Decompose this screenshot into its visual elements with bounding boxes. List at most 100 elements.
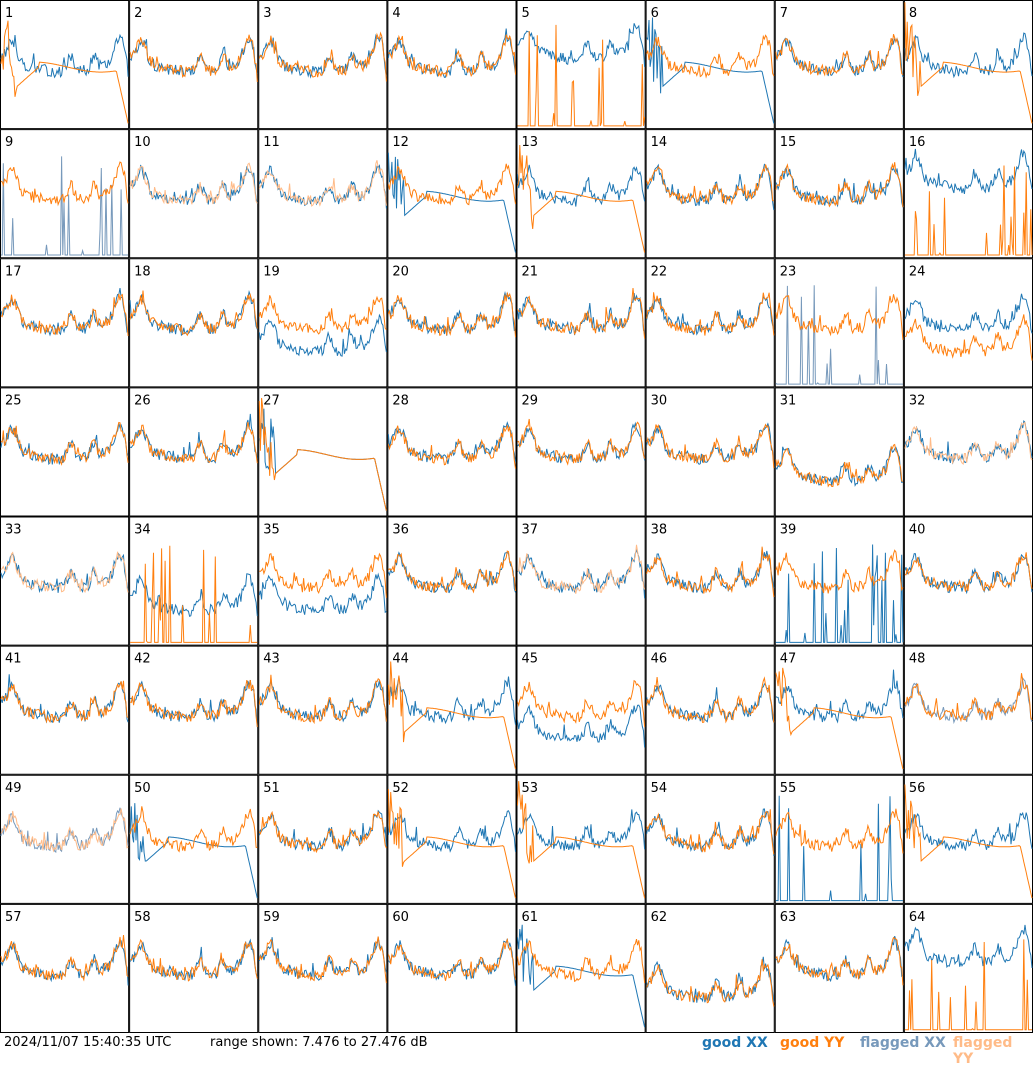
panel-label-33: 33	[5, 523, 22, 538]
series-xx-35	[258, 572, 387, 615]
series-xx-1	[0, 33, 129, 79]
series-yy-45	[517, 679, 646, 727]
series-xx-21	[517, 293, 646, 336]
series-xx-7	[775, 36, 904, 78]
panel-label-53: 53	[522, 781, 539, 796]
panel-label-13: 13	[522, 135, 539, 150]
series-yy-57	[0, 935, 129, 982]
panel-label-61: 61	[522, 910, 539, 925]
panel-label-2: 2	[134, 6, 142, 21]
panel-label-25: 25	[5, 393, 22, 408]
series-yy-11	[258, 160, 387, 207]
series-xx-23	[775, 285, 903, 385]
series-yy-40	[904, 552, 1033, 592]
series-yy-61	[517, 938, 646, 984]
series-yy-2	[129, 34, 258, 83]
panel-label-59: 59	[263, 910, 280, 925]
panel-frame-23	[774, 258, 904, 388]
series-yy-4	[388, 34, 516, 78]
series-xx-62	[646, 956, 775, 1003]
series-yy-20	[387, 291, 516, 338]
panel-label-40: 40	[909, 523, 926, 538]
panel-frame-55	[774, 774, 904, 904]
panel-label-37: 37	[522, 523, 539, 538]
series-yy-28	[387, 425, 516, 469]
panel-label-49: 49	[5, 781, 22, 796]
series-yy-21	[517, 288, 646, 339]
series-yy-17	[0, 293, 129, 337]
series-xx-55	[775, 795, 903, 902]
panel-label-51: 51	[263, 781, 280, 796]
panel-label-42: 42	[134, 652, 151, 667]
series-yy-19	[258, 295, 387, 335]
panel-label-64: 64	[909, 910, 926, 925]
panel-label-46: 46	[651, 652, 668, 667]
series-yy-34	[130, 545, 258, 643]
panel-label-27: 27	[263, 393, 280, 408]
series-yy-15	[775, 162, 904, 208]
series-yy-7	[775, 34, 904, 77]
series-yy-41	[0, 680, 129, 724]
panel-label-43: 43	[263, 652, 280, 667]
series-yy-52	[387, 789, 516, 899]
panel-label-21: 21	[522, 264, 539, 279]
series-yy-60	[387, 937, 516, 981]
series-yy-32	[904, 421, 1033, 466]
series-yy-27	[258, 397, 387, 511]
panel-frame-34	[129, 516, 259, 646]
series-yy-59	[258, 936, 387, 984]
series-yy-8	[904, 2, 1033, 124]
series-yy-3	[258, 31, 387, 82]
panel-label-8: 8	[909, 6, 917, 21]
series-yy-18	[129, 290, 258, 337]
panel-label-1: 1	[5, 6, 13, 21]
panel-label-17: 17	[5, 264, 22, 279]
panel-label-54: 54	[651, 781, 668, 796]
panel-label-5: 5	[522, 6, 530, 21]
series-xx-53	[517, 809, 646, 851]
series-yy-30	[646, 423, 775, 469]
panel-label-18: 18	[134, 264, 151, 279]
series-xx-13	[517, 164, 646, 207]
panel-label-60: 60	[392, 910, 409, 925]
footer: 2024/11/07 15:40:35 UTC range shown: 7.4…	[0, 1033, 1033, 1067]
series-yy-43	[258, 674, 387, 725]
series-yy-63	[775, 936, 904, 986]
panel-label-50: 50	[134, 781, 151, 796]
series-yy-44	[387, 661, 516, 770]
series-yy-1	[0, 20, 129, 124]
series-yy-64	[904, 939, 1032, 1031]
series-xx-9	[1, 156, 129, 256]
timestamp: 2024/11/07 15:40:35 UTC	[4, 1035, 172, 1050]
series-yy-5	[517, 24, 646, 127]
panel-label-35: 35	[263, 523, 280, 538]
series-xx-5	[517, 23, 646, 68]
series-xx-14	[646, 163, 775, 211]
panel-label-63: 63	[780, 910, 797, 925]
panel-label-11: 11	[263, 135, 280, 150]
series-yy-14	[646, 164, 774, 206]
series-yy-31	[775, 443, 904, 488]
series-yy-39	[775, 549, 904, 594]
legend-flagged-yy: flagged YY	[953, 1035, 1013, 1067]
panel-label-7: 7	[780, 6, 788, 21]
panel-label-57: 57	[5, 910, 22, 925]
panel-label-41: 41	[5, 652, 22, 667]
panel-label-4: 4	[392, 6, 400, 21]
panel-frame-26	[129, 387, 259, 517]
panel-label-3: 3	[263, 6, 271, 21]
panel-label-26: 26	[134, 393, 151, 408]
series-yy-37	[517, 544, 646, 594]
panel-frame-19	[258, 258, 388, 388]
panel-label-29: 29	[522, 393, 539, 408]
panel-label-19: 19	[263, 264, 280, 279]
panel-frame-31	[774, 387, 904, 517]
series-xx-39	[775, 544, 904, 643]
series-xx-64	[904, 924, 1033, 969]
panel-label-12: 12	[392, 135, 409, 150]
series-xx-56	[904, 811, 1033, 852]
series-yy-54	[646, 809, 775, 855]
panel-frame-3	[258, 0, 388, 130]
series-xx-16	[904, 148, 1033, 195]
